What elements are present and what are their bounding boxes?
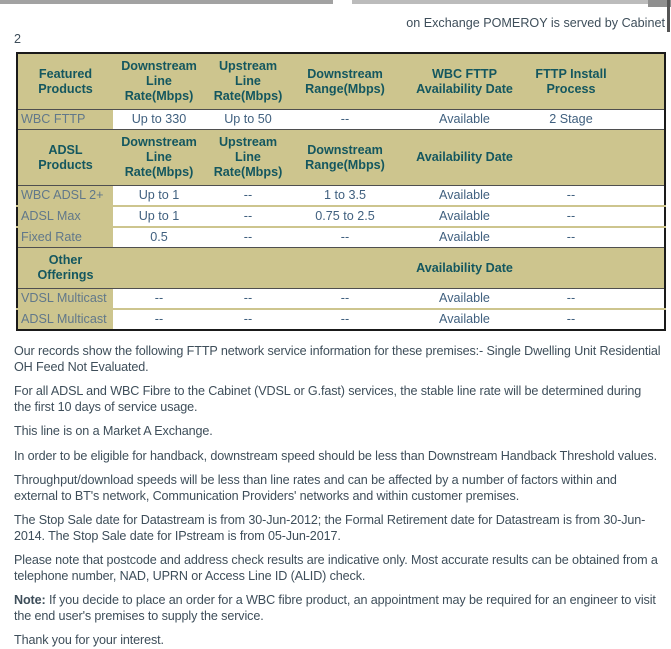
column-header-blank [113, 248, 205, 289]
paragraph-stop-sale-dates: The Stop Sale date for Datastream is fro… [14, 513, 646, 543]
column-header-spacer [612, 53, 665, 110]
cell-spacer [612, 185, 665, 206]
top-divider-corner [648, 0, 671, 7]
cell-blank: -- [530, 226, 612, 248]
cell-range: 1 to 3.5 [291, 185, 399, 206]
cell-downstream: Up to 330 [113, 109, 205, 130]
column-header-blank [205, 248, 291, 289]
column-header-spacer [612, 130, 665, 186]
table-row-vdsl-multicast: VDSL Multicast -- -- -- Available -- [17, 288, 665, 309]
cell-availability: Available [399, 226, 530, 248]
cell-downstream: 0.5 [113, 226, 205, 248]
note-label: Note: [14, 593, 46, 607]
cell-range: -- [291, 308, 399, 331]
column-header-downstream-line-rate: Downstream Line Rate(Mbps) [121, 59, 197, 103]
cell-range: -- [291, 109, 399, 130]
note-text: If you decide to place an order for a WB… [14, 593, 656, 623]
cell-upstream: -- [205, 205, 291, 227]
column-header-availability-date: Availability Date [416, 260, 513, 275]
exchange-info-line: on Exchange POMEROY is served by Cabinet [406, 16, 665, 30]
cell-install-process: 2 Stage [530, 109, 612, 130]
column-header-availability-date: Availability Date [416, 150, 513, 164]
cell-downstream: -- [113, 308, 205, 331]
cell-availability: Available [399, 205, 530, 227]
cell-blank: -- [530, 185, 612, 206]
notes-section: Our records show the following FTTP netw… [14, 344, 661, 649]
column-header-upstream-line-rate: Upstream Line Rate(Mbps) [213, 135, 283, 179]
column-header-blank [530, 130, 612, 186]
column-header-blank [291, 248, 399, 289]
table-row-wbc-adsl-2plus: WBC ADSL 2+ Up to 1 -- 1 to 3.5 Availabl… [17, 185, 665, 206]
cell-upstream: -- [205, 288, 291, 309]
adsl-products-header-row: ADSL Products Downstream Line Rate(Mbps)… [17, 130, 665, 186]
column-header-adsl-products: ADSL Products [38, 142, 93, 172]
column-header-wbc-fttp-availability-date: WBC FTTP Availability Date [416, 66, 513, 96]
cell-blank: -- [530, 308, 612, 331]
paragraph-stable-line-rate: For all ADSL and WBC Fibre to the Cabine… [14, 384, 642, 414]
window-right-edge [667, 0, 670, 32]
cell-upstream: -- [205, 226, 291, 248]
row-label: Fixed Rate [17, 226, 113, 248]
table-row-adsl-max: ADSL Max Up to 1 -- 0.75 to 2.5 Availabl… [17, 205, 665, 227]
cell-blank: -- [530, 288, 612, 309]
cell-availability: Available [399, 185, 530, 206]
column-header-fttp-install-process: FTTP Install Process [535, 66, 607, 96]
column-header-downstream-range: Downstream Range(Mbps) [305, 66, 385, 96]
cell-spacer [612, 226, 665, 248]
cell-spacer [612, 205, 665, 227]
row-label: VDSL Multicast [17, 288, 113, 309]
top-divider-right [352, 0, 648, 4]
row-label: WBC FTTP [17, 109, 113, 130]
cell-blank: -- [530, 205, 612, 227]
column-header-other-offerings: Other Offerings [37, 253, 94, 282]
paragraph-throughput: Throughput/download speeds will be less … [14, 473, 617, 503]
row-label: ADSL Max [17, 205, 113, 227]
exchange-info: on Exchange POMEROY is served by Cabinet… [0, 0, 671, 47]
top-divider-left [0, 0, 333, 4]
cell-downstream: Up to 1 [113, 185, 205, 206]
cell-availability: Available [399, 308, 530, 331]
cell-range: -- [291, 226, 399, 248]
column-header-downstream-line-rate: Downstream Line Rate(Mbps) [121, 135, 197, 179]
cell-spacer [612, 288, 665, 309]
table-row-adsl-multicast: ADSL Multicast -- -- -- Available -- [17, 308, 665, 331]
paragraph-fttp-records: Our records show the following FTTP netw… [14, 344, 661, 374]
cell-upstream: Up to 50 [205, 109, 291, 130]
column-header-downstream-range: Downstream Range(Mbps) [305, 142, 385, 172]
cell-range: -- [291, 288, 399, 309]
cell-availability: Available [399, 288, 530, 309]
closing-text: Thank you for your interest. [14, 633, 164, 647]
availability-table: Featured Products Downstream Line Rate(M… [16, 52, 666, 331]
featured-products-header-row: Featured Products Downstream Line Rate(M… [17, 53, 665, 110]
cell-range: 0.75 to 2.5 [291, 205, 399, 227]
table-row-fixed-rate: Fixed Rate 0.5 -- -- Available -- [17, 226, 665, 248]
exchange-info-cabinet-number: 2 [14, 32, 22, 46]
column-header-spacer [612, 248, 665, 289]
cell-availability: Available [399, 109, 530, 130]
paragraph-engineer-note: Note: If you decide to place an order fo… [14, 593, 661, 624]
cell-upstream: -- [205, 308, 291, 331]
column-header-featured-products: Featured Products [38, 66, 93, 96]
column-header-blank [530, 248, 612, 289]
paragraph-market-exchange: This line is on a Market A Exchange. [14, 424, 213, 438]
cell-downstream: Up to 1 [113, 205, 205, 227]
row-label: ADSL Multicast [17, 308, 113, 331]
other-offerings-header-row: Other Offerings Availability Date [17, 248, 665, 289]
cell-spacer [612, 308, 665, 331]
column-header-upstream-line-rate: Upstream Line Rate(Mbps) [213, 59, 283, 103]
cell-spacer [612, 109, 665, 130]
paragraph-handback: In order to be eligible for handback, do… [14, 448, 657, 463]
cell-upstream: -- [205, 185, 291, 206]
cell-downstream: -- [113, 288, 205, 309]
paragraph-postcode-indicative: Please note that postcode and address ch… [14, 553, 658, 583]
table-row-wbc-fttp: WBC FTTP Up to 330 Up to 50 -- Available… [17, 109, 665, 130]
row-label: WBC ADSL 2+ [17, 185, 113, 206]
